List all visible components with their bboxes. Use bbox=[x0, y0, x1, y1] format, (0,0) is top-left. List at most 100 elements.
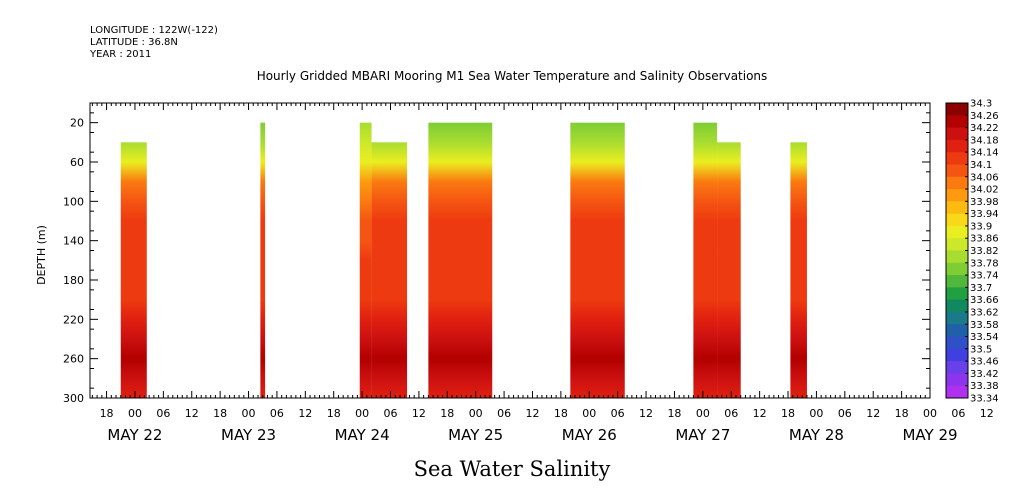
colorbar-label: 34.06 bbox=[970, 172, 999, 183]
colorbar-label: 33.38 bbox=[970, 381, 999, 392]
x-date-label: MAY 22 bbox=[107, 426, 162, 444]
x-hour-label: 18 bbox=[327, 407, 341, 420]
chart-title: Hourly Gridded MBARI Mooring M1 Sea Wate… bbox=[257, 69, 768, 83]
block-3-segment-2 bbox=[371, 142, 408, 398]
block-3-segment-1 bbox=[359, 122, 372, 399]
y-tick-label: 20 bbox=[70, 117, 84, 130]
block-7 bbox=[790, 142, 807, 398]
latitude-label: LATITUDE : 36.8N bbox=[90, 37, 178, 48]
x-hour-label: 12 bbox=[980, 407, 994, 420]
colorbar-swatch bbox=[946, 336, 968, 350]
colorbar-swatch bbox=[946, 189, 968, 202]
colorbar-label: 33.58 bbox=[970, 320, 999, 331]
y-tick-label: 220 bbox=[63, 313, 84, 326]
colorbar-label: 33.74 bbox=[970, 271, 999, 282]
x-date-label: MAY 27 bbox=[675, 426, 730, 444]
colorbar-swatch bbox=[946, 373, 968, 387]
colorbar-swatch bbox=[946, 127, 968, 141]
colorbar-label: 33.9 bbox=[970, 221, 992, 232]
block-7-segment-1 bbox=[790, 142, 807, 398]
colorbar-label: 34.02 bbox=[970, 185, 999, 196]
x-hour-label: 18 bbox=[100, 407, 114, 420]
x-hour-label: 06 bbox=[156, 407, 170, 420]
colorbar: 34.334.2634.2234.1834.1434.134.0634.0233… bbox=[945, 99, 999, 405]
x-hour-label: 00 bbox=[242, 407, 256, 420]
block-5-segment-1 bbox=[570, 122, 625, 399]
colorbar-swatch bbox=[946, 299, 968, 313]
x-date-label: MAY 24 bbox=[335, 426, 390, 444]
x-hour-label: 12 bbox=[412, 407, 426, 420]
colorbar-label: 33.82 bbox=[970, 246, 999, 257]
x-hour-label: 12 bbox=[185, 407, 199, 420]
colorbar-swatch bbox=[946, 201, 968, 215]
colorbar-label: 33.5 bbox=[970, 344, 992, 355]
colorbar-swatch bbox=[946, 385, 968, 399]
block-2 bbox=[260, 122, 266, 399]
y-axis-label: DEPTH (m) bbox=[35, 225, 48, 285]
x-date-label: MAY 25 bbox=[448, 426, 503, 444]
year-label: YEAR : 2011 bbox=[90, 49, 152, 60]
colorbar-label: 34.3 bbox=[970, 99, 992, 110]
colorbar-swatch bbox=[946, 250, 968, 264]
x-hour-label: 12 bbox=[639, 407, 653, 420]
colorbar-swatch bbox=[946, 311, 968, 325]
colorbar-label: 34.18 bbox=[970, 135, 999, 146]
x-hour-label: 06 bbox=[724, 407, 738, 420]
y-tick-label: 60 bbox=[70, 156, 84, 169]
x-hour-label: 06 bbox=[270, 407, 284, 420]
x-date-label: MAY 29 bbox=[902, 426, 957, 444]
colorbar-label: 33.34 bbox=[970, 394, 999, 405]
x-hour-label: 18 bbox=[554, 407, 568, 420]
x-hour-label: 00 bbox=[128, 407, 142, 420]
x-axis: 18 00 06 12 18 00 06 12 18 00 06 12 18 00 06 12 18 00 06 12… bbox=[91, 103, 994, 444]
x-hour-label: 06 bbox=[838, 407, 852, 420]
x-hour-label: 00 bbox=[469, 407, 483, 420]
colorbar-swatch bbox=[946, 361, 968, 374]
y-axis: 20 60 100 140 180 220 260 300 bbox=[63, 112, 930, 405]
x-hour-label: 18 bbox=[781, 407, 795, 420]
x-hour-label: 06 bbox=[951, 407, 965, 420]
x-hour-label: 12 bbox=[298, 407, 312, 420]
x-date-label: MAY 28 bbox=[789, 426, 844, 444]
x-hour-label: 06 bbox=[384, 407, 398, 420]
colorbar-label: 34.22 bbox=[970, 123, 999, 134]
colorbar-swatch bbox=[946, 152, 968, 165]
block-4 bbox=[428, 122, 493, 399]
x-date-label: MAY 23 bbox=[221, 426, 276, 444]
colorbar-label: 33.94 bbox=[970, 209, 999, 220]
colorbar-swatch bbox=[946, 275, 968, 288]
block-6-segment-1 bbox=[693, 122, 718, 399]
colorbar-label: 33.54 bbox=[970, 332, 999, 343]
longitude-label: LONGITUDE : 122W(-122) bbox=[90, 25, 218, 36]
colorbar-swatch bbox=[946, 139, 968, 153]
colorbar-label: 34.26 bbox=[970, 111, 999, 122]
colorbar-swatch bbox=[946, 225, 968, 239]
y-tick-label: 140 bbox=[63, 235, 84, 248]
y-tick-label: 100 bbox=[63, 195, 84, 208]
colorbar-label: 33.98 bbox=[970, 197, 999, 208]
colorbar-label: 33.66 bbox=[970, 295, 999, 306]
x-hour-label: 12 bbox=[753, 407, 767, 420]
block-6 bbox=[693, 122, 741, 399]
block-1-segment-1 bbox=[120, 142, 147, 398]
colorbar-swatch bbox=[946, 324, 968, 338]
block-1 bbox=[120, 142, 147, 398]
colorbar-swatch bbox=[946, 348, 968, 362]
colorbar-swatch bbox=[946, 262, 968, 276]
x-hour-label: 00 bbox=[923, 407, 937, 420]
x-hour-label: 18 bbox=[440, 407, 454, 420]
colorbar-label: 33.62 bbox=[970, 307, 999, 318]
x-hour-label: 06 bbox=[611, 407, 625, 420]
block-4-segment-1 bbox=[428, 122, 493, 399]
colorbar-swatch bbox=[946, 238, 968, 251]
colorbar-label: 34.14 bbox=[970, 148, 999, 159]
x-hour-label: 18 bbox=[213, 407, 227, 420]
data-blocks bbox=[120, 122, 807, 399]
colorbar-label: 33.42 bbox=[970, 369, 999, 380]
colorbar-label: 34.1 bbox=[970, 160, 992, 171]
y-tick-label: 300 bbox=[63, 392, 84, 405]
colorbar-swatch bbox=[946, 176, 968, 190]
x-hour-label: 00 bbox=[355, 407, 369, 420]
colorbar-label: 33.46 bbox=[970, 357, 999, 368]
